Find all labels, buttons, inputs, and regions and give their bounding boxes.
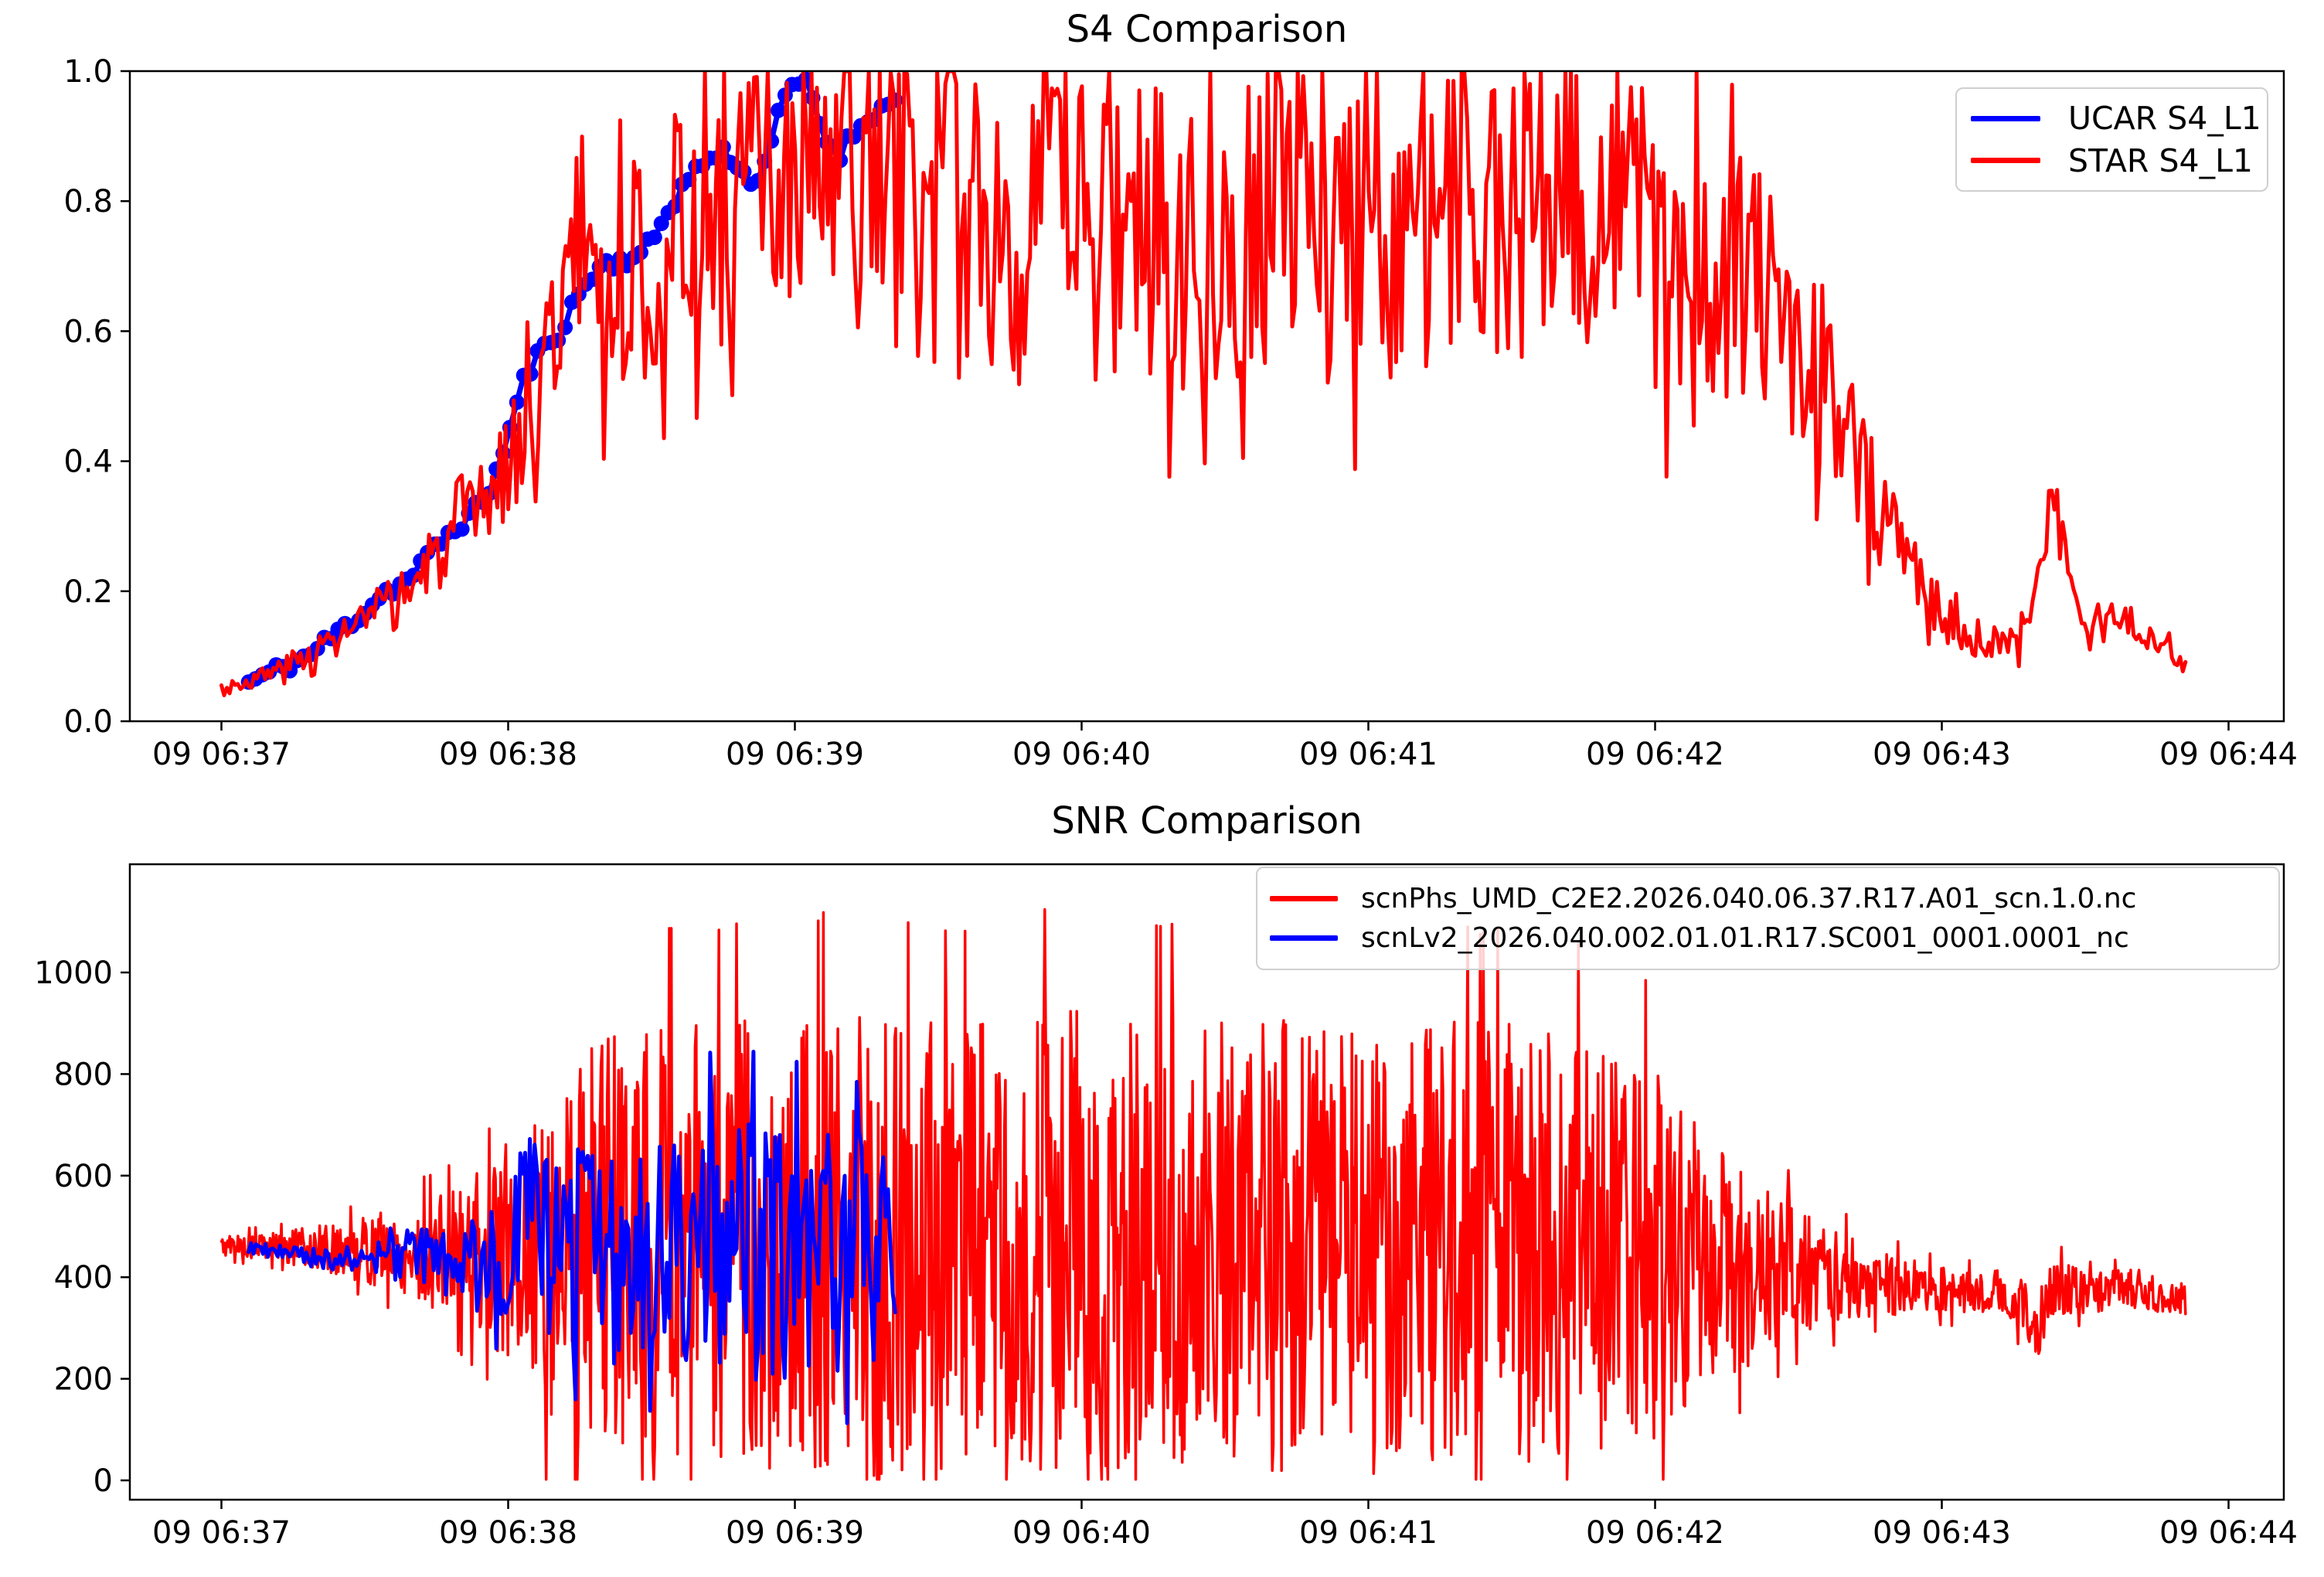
x-tick-label: 09 06:39 xyxy=(726,1515,864,1551)
legend-entry-scnlv2: scnLv2_2026.040.002.01.01.R17.SC001_0001… xyxy=(1270,922,2266,954)
x-tick-label: 09 06:37 xyxy=(152,1515,291,1551)
x-tick-label: 09 06:42 xyxy=(1586,1515,1724,1551)
legend-entry-ucar: UCAR S4_L1 xyxy=(1971,100,2261,137)
x-tick-label: 09 06:41 xyxy=(1299,1515,1438,1551)
x-tick-label: 09 06:41 xyxy=(1299,737,1438,772)
y-tick-label: 1000 xyxy=(34,955,113,991)
y-tick-label: 600 xyxy=(54,1159,113,1194)
y-tick-label: 1.0 xyxy=(63,54,113,90)
y-tick-label: 0.8 xyxy=(63,184,113,220)
scnlv2-legend-label: scnLv2_2026.040.002.01.01.R17.SC001_0001… xyxy=(1361,922,2129,955)
series-scnlv2-2026-040-002-01-01-r17- xyxy=(247,1049,897,1425)
y-tick-label: 0.0 xyxy=(63,704,113,740)
scnlv2-line-swatch xyxy=(1270,935,1338,942)
y-tick-label: 0 xyxy=(94,1463,113,1499)
x-tick-label: 09 06:42 xyxy=(1586,737,1724,772)
star-legend-label: STAR S4_L1 xyxy=(2068,141,2253,179)
axes-spines xyxy=(128,863,2285,1501)
x-tick-label: 09 06:40 xyxy=(1012,1515,1151,1551)
y-tick-label: 400 xyxy=(54,1260,113,1296)
snr-legend: scnPhs_UMD_C2E2.2026.040.06.37.R17.A01_s… xyxy=(1256,867,2280,970)
x-tick-label: 09 06:44 xyxy=(2159,1515,2298,1551)
y-tick-label: 800 xyxy=(54,1057,113,1092)
series-star-s4-l1 xyxy=(219,71,2188,697)
x-tick-label: 09 06:37 xyxy=(152,737,291,772)
legend-entry-scnphs: scnPhs_UMD_C2E2.2026.040.06.37.R17.A01_s… xyxy=(1270,883,2266,915)
x-tick-label: 09 06:43 xyxy=(1873,737,2011,772)
x-tick-label: 09 06:38 xyxy=(439,737,577,772)
snr-chart-title: SNR Comparison xyxy=(1051,799,1363,843)
ucar-line-swatch xyxy=(1971,115,2040,121)
x-tick-label: 09 06:43 xyxy=(1873,1515,2011,1551)
x-tick-label: 09 06:39 xyxy=(726,737,864,772)
x-tick-label: 09 06:44 xyxy=(2159,737,2298,772)
axes-spines xyxy=(128,70,2285,723)
s4-plot: 09 06:37 09 06:38 09 06:39 09 06:40 09 06:41… xyxy=(63,54,2298,772)
scnphs-legend-label: scnPhs_UMD_C2E2.2026.040.06.37.R17.A01_s… xyxy=(1361,882,2137,915)
snr-plot: 09 06:37 09 06:38 09 06:39 09 06:40 09 06:41… xyxy=(34,863,2298,1551)
series-group xyxy=(219,908,2187,1481)
y-tick-label: 0.6 xyxy=(63,314,113,349)
y-tick-label: 200 xyxy=(54,1362,113,1398)
scnphs-line-swatch xyxy=(1270,895,1338,901)
s4-legend: UCAR S4_L1 STAR S4_L1 xyxy=(1955,87,2268,192)
star-line-swatch xyxy=(1971,158,2040,164)
series-group xyxy=(219,71,2188,697)
y-tick-label: 0.4 xyxy=(63,444,113,480)
x-tick-label: 09 06:40 xyxy=(1012,737,1151,772)
legend-entry-star: STAR S4_L1 xyxy=(1971,142,2253,179)
y-tick-label: 0.2 xyxy=(63,574,113,610)
x-tick-label: 09 06:38 xyxy=(439,1515,577,1551)
ucar-legend-label: UCAR S4_L1 xyxy=(2068,100,2261,138)
s4-chart-title: S4 Comparison xyxy=(1066,8,1348,51)
